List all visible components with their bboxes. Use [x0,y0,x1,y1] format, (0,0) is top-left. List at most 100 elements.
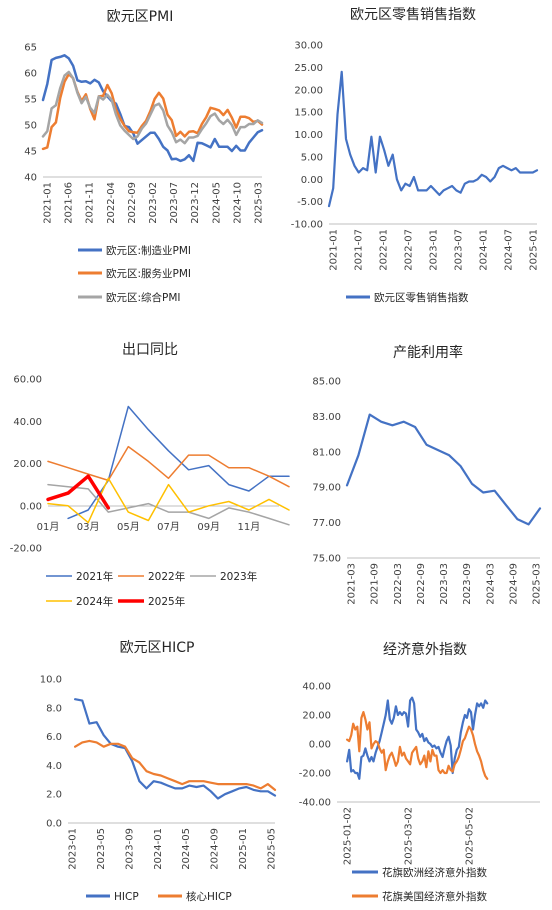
x-tick-label: 2025-01 [238,828,249,870]
x-tick-label: 2025-01 [529,229,540,271]
x-tick-label: 2024-05 [211,182,222,224]
x-tick-label: 2025-03 [532,563,543,605]
x-tick-label: 2022-03 [393,563,404,605]
legend-pmi: 欧元区:制造业PMI 欧元区:服务业PMI 欧元区:综合PMI [78,244,191,304]
y-tick-label: 20.00 [302,711,331,722]
y-tick-label: 6.0 [46,732,62,743]
series-line-surprise-1 [346,710,489,780]
legend-label-2022: 2022年 [148,570,185,583]
x-tick-label: 2024-07 [504,229,515,271]
x-tick-label: 2022-01 [379,229,390,271]
y-tick-label: -20.00 [10,544,42,555]
y-tick-label: 0.00 [301,175,323,186]
y-tick-label: 60.00 [13,375,42,386]
legend-export: 2021年 2022年 2023年 2024年 2025年 [46,570,257,608]
y-tick-label: 55 [24,95,37,106]
chart-title-export: 出口同比 [122,342,178,358]
series-line-retail-0 [327,70,539,208]
y-tick-label: 81.00 [312,447,341,458]
series-line-surprise-0 [346,696,489,780]
y-tick-label: -5.00 [297,197,323,208]
legend-label-2021: 2021年 [76,570,113,583]
y-tick-label: 2.0 [46,790,62,801]
y-tick-label: 45 [24,147,37,158]
y-tick-label: 40.00 [13,417,42,428]
x-tick-label: 2024-01 [153,828,164,870]
legend-label-retail: 欧元区零售销售指数 [374,291,469,304]
series-line-export-2 [47,483,290,526]
y-tick-label: -40.00 [299,798,331,809]
legend-label-core-hicp: 核心HICP [186,890,232,903]
chart-export: 出口同比 -20.00 0.00 20.00 40.00 60.00 01月 03月 05月 0… [10,342,290,608]
legend-label-composite: 欧元区:综合PMI [106,291,181,304]
series-line-capacity-0 [345,413,542,526]
legend-label-2024: 2024年 [76,595,113,608]
x-tick-label: 2023-02 [148,182,159,224]
x-tick-label: 2024-10 [232,182,243,224]
x-tick-label: 2023-09 [124,828,135,870]
chart-pmi: 欧元区PMI 40 45 50 55 60 65 2021-01 2021-06 2021-11… [24,9,264,304]
y-tick-label: 77.00 [312,518,341,529]
legend-hicp: HICP 核心HICP [86,890,232,903]
x-tick-label: 2022-09 [416,563,427,605]
x-tick-label: 2023-09 [462,563,473,605]
x-tick-label: 2021-01 [329,229,340,271]
x-tick-label: 2023-12 [190,182,201,224]
legend-label-2023: 2023年 [220,570,257,583]
x-tick-label: 2021-01 [43,182,54,224]
x-tick-label: 05月 [117,521,140,533]
x-tick-label: 2024-01 [479,229,490,271]
x-tick-label: 2023-03 [439,563,450,605]
chart-title-retail: 欧元区零售销售指数 [350,7,476,23]
x-tick-label: 2021-06 [64,182,75,224]
x-tick-label: 03月 [77,521,100,533]
x-tick-label: 2025-03 [254,182,265,224]
x-tick-label: 07月 [157,521,180,533]
y-tick-label: 20.00 [294,85,323,96]
series-line-hicp-1 [73,739,277,792]
legend-label-us-surprise: 花旗美国经济意外指数 [382,890,487,903]
y-tick-label: 20.00 [13,459,42,470]
legend-surprise: 花旗欧洲经济意外指数 花旗美国经济意外指数 [352,866,487,903]
chart-retail: 欧元区零售销售指数 -10.00 -5.00 0.00 5.00 10.00 15.00 2… [291,7,540,304]
chart-title-hicp: 欧元区HICP [120,640,195,656]
y-tick-label: 40.00 [302,682,331,693]
y-tick-label: 50 [24,121,37,132]
x-tick-label: 2021-07 [354,229,365,271]
legend-retail: 欧元区零售销售指数 [346,291,469,304]
y-tick-label: 4.0 [46,761,62,772]
y-tick-label: 83.00 [312,412,341,423]
x-tick-label: 2024-03 [485,563,496,605]
y-tick-label: -10.00 [291,220,323,231]
legend-label-eu-surprise: 花旗欧洲经济意外指数 [382,866,487,879]
legend-label-manufacturing: 欧元区:制造业PMI [106,244,191,257]
legend-label-services: 欧元区:服务业PMI [106,267,191,280]
x-tick-label: 01月 [37,521,60,533]
x-tick-label: 2024-09 [508,563,519,605]
y-tick-label: 0.00 [309,740,331,751]
legend-label-hicp: HICP [114,891,139,903]
x-tick-label: 11月 [238,521,261,533]
x-tick-label: 2025-01-02 [343,807,354,865]
chart-title-surprise: 经济意外指数 [383,641,467,658]
x-tick-label: 2021-09 [370,563,381,605]
y-tick-label: -20.00 [299,769,331,780]
chart-title-capacity: 产能利用率 [393,344,463,361]
x-tick-label: 2023-07 [454,229,465,271]
series-line-export-4 [46,474,111,510]
y-tick-label: 65 [24,43,37,54]
x-tick-label: 2021-03 [347,563,358,605]
x-tick-label: 2023-01 [68,828,79,870]
series-line-export-0 [67,405,290,520]
y-tick-label: 5.00 [301,152,323,163]
y-tick-label: 75.00 [312,554,341,565]
y-tick-label: 25.00 [294,63,323,74]
series-line-pmi-0 [41,54,264,163]
y-tick-label: 10.00 [294,130,323,141]
y-tick-label: 0.0 [46,819,62,830]
series-line-export-3 [47,477,290,524]
y-tick-label: 15.00 [294,108,323,119]
x-tick-label: 2024-05 [181,828,192,870]
y-tick-label: 40 [24,173,37,184]
series-line-pmi-2 [41,70,264,145]
